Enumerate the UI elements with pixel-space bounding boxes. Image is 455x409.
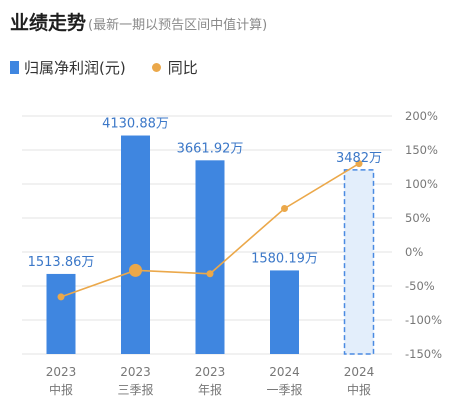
bar-value-label: 4130.88万: [102, 117, 169, 132]
yoy-point: [355, 160, 363, 168]
y-right-tick-label: -50%: [405, 279, 435, 293]
legend-line-label: 同比: [167, 59, 198, 77]
yoy-point: [281, 204, 288, 212]
x-tick-label-year: 2023: [195, 365, 226, 379]
chart-legend: 归属净利润(元) 同比: [10, 57, 224, 78]
y-right-tick-label: 100%: [405, 177, 438, 191]
legend-dot-swatch: [151, 63, 161, 72]
y-right-tick-label: 200%: [405, 109, 438, 123]
bar-value-label: 1513.86万: [28, 255, 95, 270]
bar-value-label: 1580.19万: [251, 251, 318, 266]
x-tick-label-period: 年报: [198, 382, 222, 397]
legend-item-net-profit[interactable]: 归属净利润(元): [10, 57, 126, 78]
bar: [121, 135, 150, 354]
labels: 200% 150% 100% 50% 0% -50% -100% -150% 1513.86万 4…: [28, 109, 442, 397]
chart-title: 业绩走势: [10, 12, 87, 34]
x-tick-label-year: 2024: [269, 365, 300, 379]
x-tick-label-year: 2023: [120, 365, 151, 379]
yoy-point: [206, 270, 214, 278]
bar: [195, 160, 225, 354]
legend-bar-label: 归属净利润(元): [24, 59, 126, 77]
chart-subtitle: (最新一期以预告区间中值计算): [88, 18, 268, 33]
y-right-tick-label: -100%: [405, 313, 442, 327]
bar-forecast: [343, 169, 375, 355]
yoy-line: [57, 160, 363, 301]
x-tick-label-period: 一季报: [266, 382, 302, 397]
bar-value-label: 3661.92万: [177, 141, 244, 156]
y-right-tick-label: -150%: [405, 347, 442, 361]
legend-item-yoy[interactable]: 同比: [151, 57, 198, 78]
x-tick-label-year: 2024: [344, 365, 375, 379]
y-right-tick-label: 150%: [405, 143, 438, 157]
chart-header: 业绩走势 (最新一期以预告区间中值计算): [10, 8, 267, 35]
bars: [46, 135, 375, 355]
bar-value-label: 3482万: [336, 151, 382, 166]
y-right-tick-label: 0%: [405, 245, 423, 259]
legend-bar-swatch: [10, 61, 19, 74]
x-tick-label-period: 中报: [49, 382, 73, 397]
yoy-point: [57, 293, 65, 301]
bar: [270, 270, 299, 354]
bar: [46, 273, 76, 354]
x-tick-label-period: 中报: [347, 382, 371, 397]
x-tick-label-year: 2023: [46, 365, 77, 379]
y-right-tick-label: 50%: [405, 211, 431, 225]
x-tick-label-period: 三季报: [117, 382, 153, 397]
yoy-point: [129, 263, 142, 277]
